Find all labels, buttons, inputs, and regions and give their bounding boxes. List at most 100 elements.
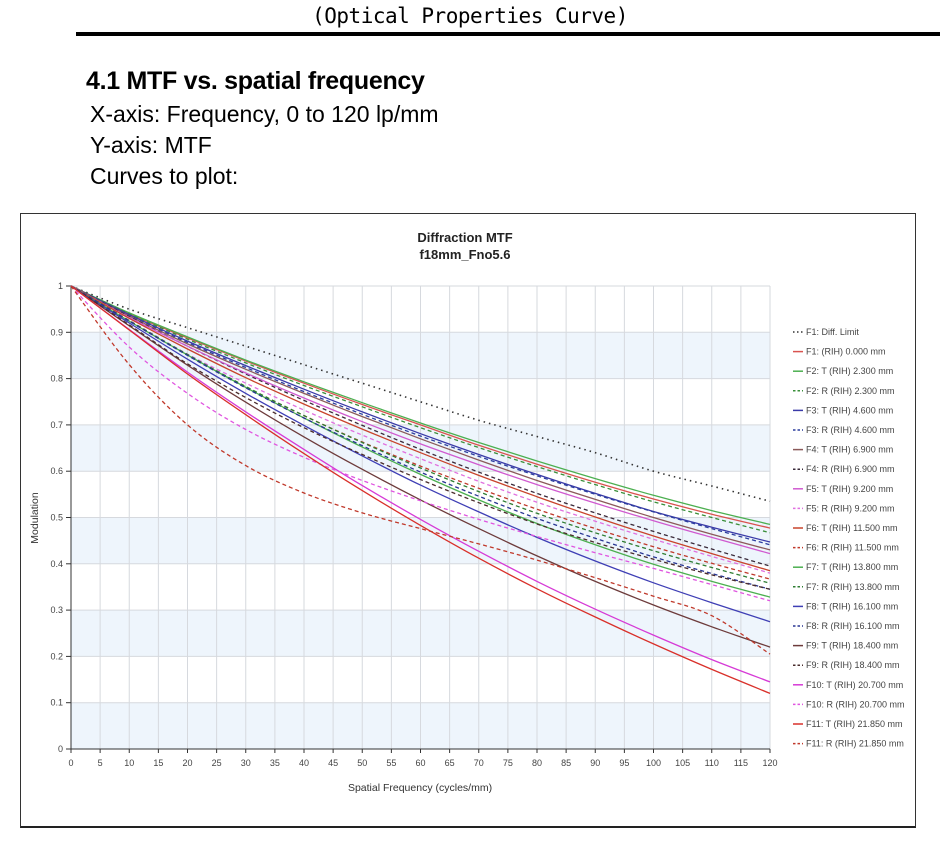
y-tick-label: 0.1 xyxy=(50,698,63,708)
legend-label: F3: T (RIH) 4.600 mm xyxy=(806,405,893,415)
legend-item: F10: R (RIH) 20.700 mm xyxy=(793,699,905,709)
y-tick-label: 0.9 xyxy=(50,327,63,337)
x-tick-label: 45 xyxy=(328,758,338,768)
x-tick-label: 55 xyxy=(386,758,396,768)
x-tick-label: 85 xyxy=(561,758,571,768)
legend-label: F9: R (RIH) 18.400 mm xyxy=(806,660,900,670)
x-tick-label: 115 xyxy=(734,758,748,768)
legend-label: F11: R (RIH) 21.850 mm xyxy=(806,739,904,749)
legend-item: F5: T (RIH) 9.200 mm xyxy=(793,484,893,494)
x-tick-label: 25 xyxy=(212,758,222,768)
x-axis-spec: X-axis: Frequency, 0 to 120 lp/mm xyxy=(90,101,439,127)
x-tick-label: 35 xyxy=(270,758,280,768)
y-tick-label: 0.8 xyxy=(50,374,63,384)
legend-item: F4: T (RIH) 6.900 mm xyxy=(793,445,893,455)
x-tick-label: 30 xyxy=(241,758,251,768)
legend-label: F1: Diff. Limit xyxy=(806,327,859,337)
x-tick-label: 120 xyxy=(762,758,777,768)
legend-label: F3: R (RIH) 4.600 mm xyxy=(806,425,895,435)
series-line-20 xyxy=(70,285,771,602)
legend-item: F2: R (RIH) 2.300 mm xyxy=(793,386,895,396)
x-tick-label: 90 xyxy=(590,758,600,768)
y-tick-label: 1 xyxy=(58,281,63,291)
legend-label: F10: T (RIH) 20.700 mm xyxy=(806,680,903,690)
legend-item: F7: T (RIH) 13.800 mm xyxy=(793,562,898,572)
legend-item: F6: R (RIH) 11.500 mm xyxy=(793,543,899,553)
legend-item: F9: T (RIH) 18.400 mm xyxy=(793,641,898,651)
legend-label: F7: R (RIH) 13.800 mm xyxy=(806,582,900,592)
legend-label: F6: R (RIH) 11.500 mm xyxy=(806,543,899,553)
legend-item: F10: T (RIH) 20.700 mm xyxy=(793,680,903,690)
legend-label: F9: T (RIH) 18.400 mm xyxy=(806,641,898,651)
chart-frame xyxy=(20,213,916,828)
legend-label: F8: T (RIH) 16.100 mm xyxy=(806,601,898,611)
series-line-16 xyxy=(70,285,771,590)
legend-item: F4: R (RIH) 6.900 mm xyxy=(793,464,895,474)
legend-item: F8: R (RIH) 16.100 mm xyxy=(793,621,900,631)
x-tick-label: 20 xyxy=(182,758,192,768)
curves-spec: Curves to plot: xyxy=(90,163,239,189)
legend-label: F1: (RIH) 0.000 mm xyxy=(806,347,886,357)
legend-item: F5: R (RIH) 9.200 mm xyxy=(793,503,895,513)
legend-item: F8: T (RIH) 16.100 mm xyxy=(793,601,898,611)
legend-item: F7: R (RIH) 13.800 mm xyxy=(793,582,900,592)
chart-title: Diffraction MTF xyxy=(417,230,512,245)
x-axis-label: Spatial Frequency (cycles/mm) xyxy=(348,782,492,794)
legend-item: F11: T (RIH) 21.850 mm xyxy=(793,719,903,729)
y-tick-label: 0 xyxy=(58,744,63,754)
y-tick-label: 0.5 xyxy=(50,513,63,523)
series-line-17 xyxy=(70,285,771,648)
section-title: 4.1 MTF vs. spatial frequency xyxy=(86,67,425,95)
series-line-4 xyxy=(70,285,771,534)
x-tick-label: 15 xyxy=(153,758,163,768)
series-line-18 xyxy=(70,285,771,590)
series-line-1 xyxy=(70,285,771,503)
series-line-7 xyxy=(70,285,771,551)
legend-item: F9: R (RIH) 18.400 mm xyxy=(793,660,900,670)
legend-item: F1: (RIH) 0.000 mm xyxy=(793,347,886,357)
x-tick-label: 60 xyxy=(415,758,425,768)
legend-label: F4: T (RIH) 6.900 mm xyxy=(806,445,893,455)
y-tick-label: 0.2 xyxy=(50,651,63,661)
y-tick-label: 0.3 xyxy=(50,605,63,615)
x-tick-label: 105 xyxy=(675,758,690,768)
legend-label: F2: R (RIH) 2.300 mm xyxy=(806,386,895,396)
legend-label: F11: T (RIH) 21.850 mm xyxy=(806,719,903,729)
legend-item: F2: T (RIH) 2.300 mm xyxy=(793,366,893,376)
legend-label: F2: T (RIH) 2.300 mm xyxy=(806,366,893,376)
series-line-15 xyxy=(70,285,771,623)
series-line-3 xyxy=(70,285,771,526)
legend-label: F6: T (RIH) 11.500 mm xyxy=(806,523,898,533)
y-axis-label: Modulation xyxy=(29,492,41,544)
x-tick-label: 100 xyxy=(646,758,661,768)
legend-label: F4: R (RIH) 6.900 mm xyxy=(806,464,895,474)
x-tick-label: 95 xyxy=(619,758,629,768)
legend-label: F8: R (RIH) 16.100 mm xyxy=(806,621,900,631)
y-tick-label: 0.4 xyxy=(50,559,63,569)
y-axis-spec: Y-axis: MTF xyxy=(90,132,212,158)
chart-subtitle: f18mm_Fno5.6 xyxy=(419,247,510,262)
y-tick-label: 0.6 xyxy=(50,466,63,476)
legend-item: F11: R (RIH) 21.850 mm xyxy=(793,739,904,749)
x-tick-label: 70 xyxy=(474,758,484,768)
document-header: (Optical Properties Curve) xyxy=(312,4,628,28)
x-tick-label: 10 xyxy=(124,758,134,768)
series-line-6 xyxy=(70,285,771,546)
header-rule xyxy=(76,32,940,36)
legend-label: F10: R (RIH) 20.700 mm xyxy=(806,699,905,709)
x-tick-label: 75 xyxy=(503,758,513,768)
x-tick-label: 50 xyxy=(357,758,367,768)
x-tick-label: 40 xyxy=(299,758,309,768)
legend-label: F7: T (RIH) 13.800 mm xyxy=(806,562,898,572)
x-tick-label: 5 xyxy=(98,758,103,768)
legend-label: F5: R (RIH) 9.200 mm xyxy=(806,503,895,513)
x-tick-label: 0 xyxy=(68,758,73,768)
y-tick-label: 0.7 xyxy=(50,420,63,430)
series-line-14 xyxy=(70,285,771,584)
series-line-2 xyxy=(70,285,771,529)
legend-item: F3: T (RIH) 4.600 mm xyxy=(793,405,893,415)
series-line-9 xyxy=(70,285,771,555)
x-tick-label: 110 xyxy=(705,758,719,768)
series-line-22 xyxy=(70,285,771,655)
